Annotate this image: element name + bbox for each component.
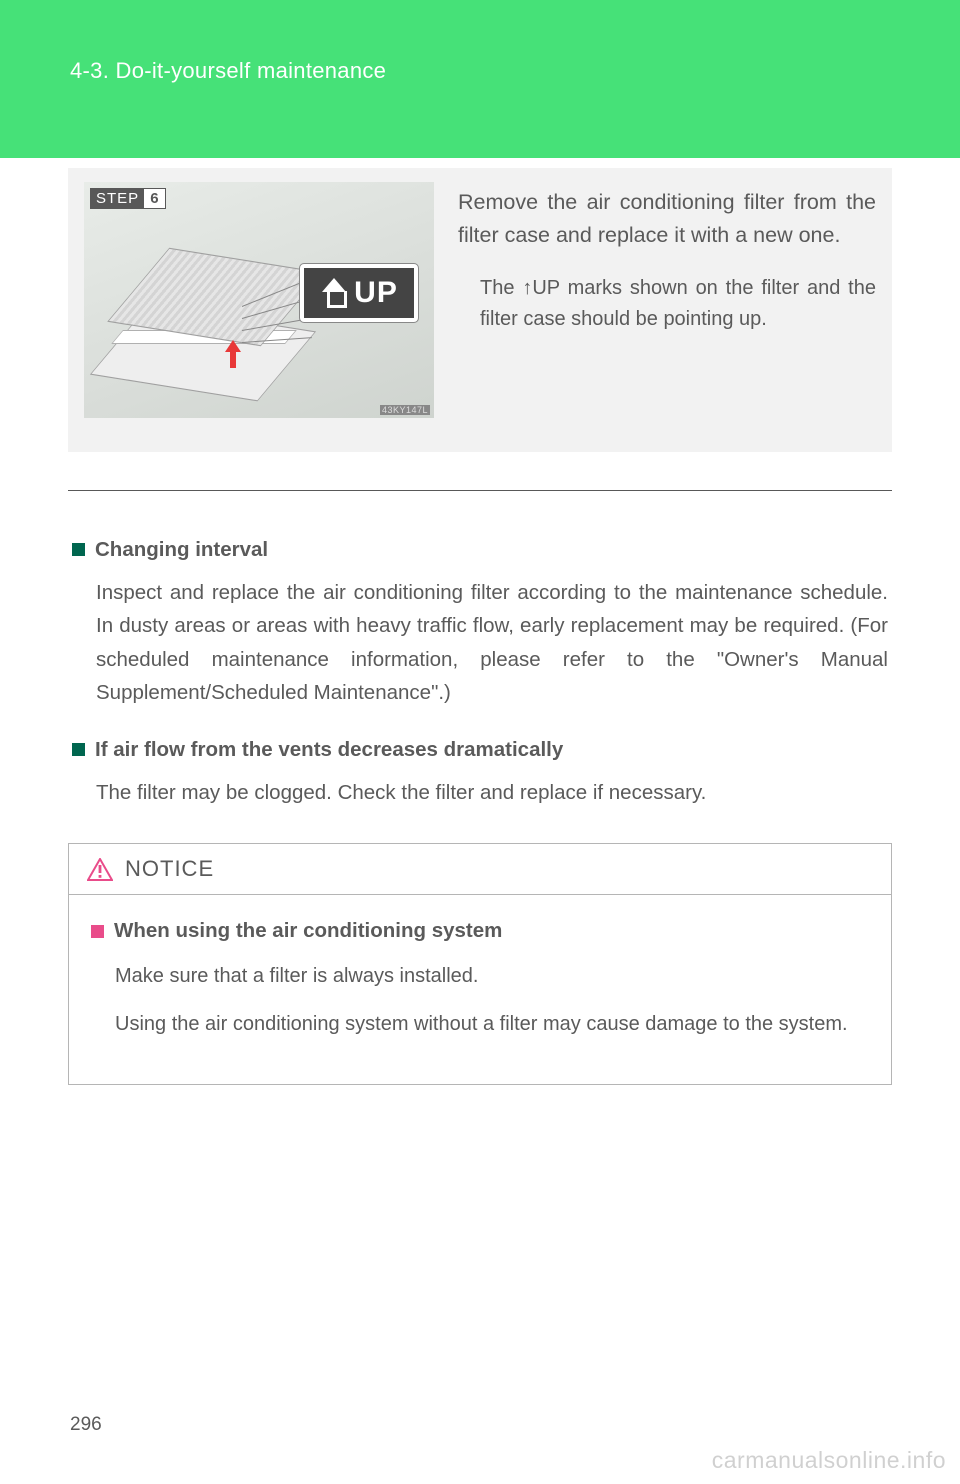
notice-item-heading: When using the air conditioning system bbox=[91, 915, 869, 948]
step-badge-label: STEP bbox=[91, 189, 144, 208]
step-badge-number: 6 bbox=[144, 189, 164, 208]
notice-header: NOTICE bbox=[69, 844, 891, 895]
step-text: Remove the air conditioning filter from … bbox=[458, 182, 876, 418]
watermark: carmanualsonline.info bbox=[712, 1447, 946, 1474]
notice-box: NOTICE When using the air conditioning s… bbox=[68, 843, 892, 1085]
red-up-arrow-icon bbox=[226, 340, 240, 368]
notice-body: When using the air conditioning system M… bbox=[69, 895, 891, 1084]
step-main-text: Remove the air conditioning filter from … bbox=[458, 186, 876, 253]
image-code: 43KY147L bbox=[380, 405, 430, 415]
bullet-heading-1: Changing interval bbox=[72, 533, 888, 566]
page-number: 296 bbox=[70, 1414, 102, 1436]
step-sub-text: The ↑UP marks shown on the filter and th… bbox=[458, 273, 876, 335]
bullet-body-2: The filter may be clogged. Check the fil… bbox=[72, 776, 888, 809]
warning-triangle-icon bbox=[87, 858, 113, 881]
bullet-title-1: Changing interval bbox=[95, 533, 268, 566]
up-callout-text: UP bbox=[354, 276, 398, 310]
bullet-title-2: If air flow from the vents decreases dra… bbox=[95, 733, 563, 766]
header-band: 4-3. Do-it-yourself maintenance bbox=[0, 0, 960, 158]
step-badge: STEP 6 bbox=[90, 188, 166, 209]
notice-line-2: Using the air conditioning system withou… bbox=[91, 1008, 869, 1040]
step-block: STEP 6 UP 43KY147L Remove the air condit… bbox=[68, 168, 892, 452]
info-block: Changing interval Inspect and replace th… bbox=[68, 533, 892, 809]
up-callout: UP bbox=[300, 264, 418, 322]
notice-title: NOTICE bbox=[125, 856, 214, 882]
notice-item-title: When using the air conditioning system bbox=[114, 915, 502, 948]
section-title: 4-3. Do-it-yourself maintenance bbox=[70, 58, 960, 84]
step-illustration: STEP 6 UP 43KY147L bbox=[84, 182, 434, 418]
notice-line-1: Make sure that a filter is always instal… bbox=[91, 960, 869, 992]
bullet-heading-2: If air flow from the vents decreases dra… bbox=[72, 733, 888, 766]
square-bullet-icon bbox=[91, 925, 104, 938]
separator-rule bbox=[68, 490, 892, 491]
page-content: STEP 6 UP 43KY147L Remove the air condit… bbox=[0, 168, 960, 1085]
square-bullet-icon bbox=[72, 543, 85, 556]
bullet-body-1: Inspect and replace the air conditioning… bbox=[72, 576, 888, 709]
square-bullet-icon bbox=[72, 743, 85, 756]
up-arrow-icon bbox=[320, 278, 348, 308]
